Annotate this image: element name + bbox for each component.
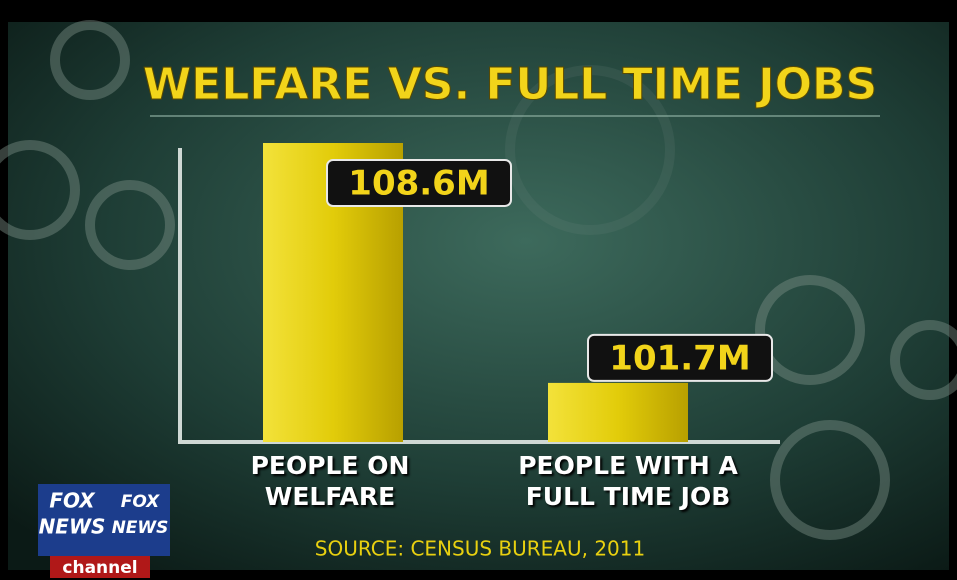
value-label: 108.6M bbox=[348, 164, 489, 204]
logo-band bbox=[50, 556, 150, 578]
logo-word: NEWS bbox=[39, 515, 106, 539]
logo: FOX NEWS FOX NEWS channel bbox=[38, 484, 170, 578]
x-tick-label: PEOPLE WITH A FULL TIME JOB bbox=[518, 451, 738, 511]
background bbox=[8, 22, 949, 570]
value-label: 101.7M bbox=[609, 338, 750, 378]
logo-box bbox=[38, 484, 170, 556]
gears bbox=[0, 20, 957, 540]
value-label-box bbox=[587, 333, 773, 382]
logo-word: FOX bbox=[49, 489, 96, 513]
value-label-box bbox=[326, 159, 512, 207]
logo-channel: channel bbox=[62, 558, 137, 578]
x-tick-label: PEOPLE ON WELFARE bbox=[250, 451, 410, 511]
chart-title: WELFARE VS. FULL TIME JOBS bbox=[143, 59, 877, 110]
bar bbox=[548, 382, 688, 442]
logo-word: FOX bbox=[121, 492, 160, 512]
source: SOURCE: CENSUS BUREAU, 2011 bbox=[315, 537, 645, 561]
logo-word: NEWS bbox=[112, 518, 169, 538]
